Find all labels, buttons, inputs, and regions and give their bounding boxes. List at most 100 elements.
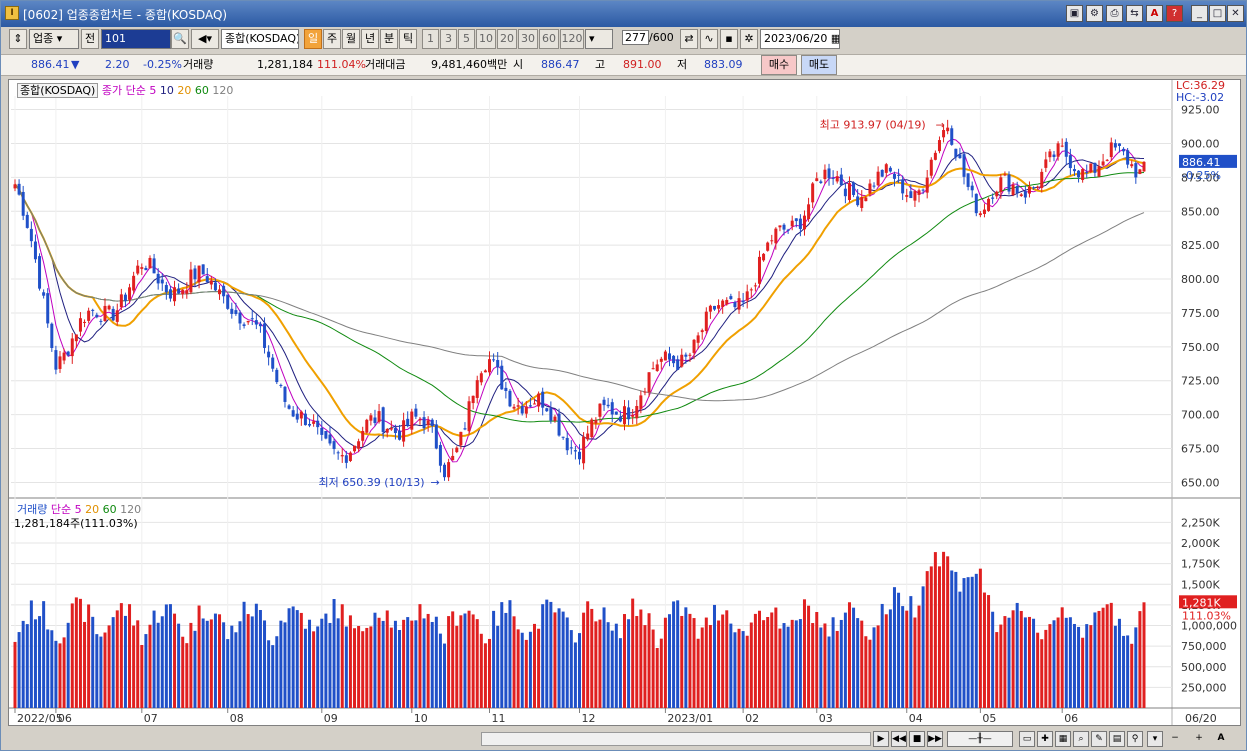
volume-bar: [226, 639, 230, 708]
candle-body: [242, 324, 246, 326]
sell-button[interactable]: 매도: [801, 55, 837, 75]
interval-1[interactable]: 1: [422, 29, 439, 49]
maximize-button[interactable]: □: [1209, 5, 1226, 22]
candle-body: [238, 312, 242, 324]
interval-3[interactable]: 3: [440, 29, 457, 49]
candle-body: [422, 417, 426, 429]
count-field[interactable]: 277/600: [619, 29, 675, 49]
candle-body: [185, 290, 189, 294]
candle-body: [62, 352, 66, 361]
stop-icon[interactable]: ■: [909, 731, 925, 747]
restore-layout-icon[interactable]: ▣: [1066, 5, 1083, 22]
candle-body: [42, 292, 46, 296]
swap-icon[interactable]: ⇄: [680, 29, 698, 49]
volume-bar: [418, 604, 422, 708]
search-zoom-icon[interactable]: ⚲: [1127, 731, 1143, 747]
zoom-reset-icon[interactable]: ▭: [1019, 731, 1035, 747]
settings-icon[interactable]: ⚙: [1086, 5, 1103, 22]
volume-bar: [770, 612, 774, 708]
volume-bar: [312, 631, 316, 708]
volume-bar: [393, 620, 397, 708]
tab-month[interactable]: 월: [342, 29, 360, 49]
volume-bar: [17, 632, 21, 708]
chart-canvas[interactable]: 925.00 900.00 875.00 850.00 825.00 800.00 775.…: [9, 80, 1240, 725]
zoom-in-icon[interactable]: +: [1195, 733, 1203, 743]
volume-bar: [647, 613, 651, 708]
candle-body: [29, 228, 33, 242]
volume-bar: [598, 619, 602, 708]
rewind-icon[interactable]: ◀◀: [891, 731, 907, 747]
tab-week[interactable]: 주: [323, 29, 341, 49]
volume-bar: [774, 607, 778, 708]
zoom-slider[interactable]: —╫—: [947, 731, 1013, 747]
date-field[interactable]: 2023/06/20 ▦: [760, 29, 840, 49]
volume-bar: [610, 630, 614, 708]
tab-year[interactable]: 년: [361, 29, 379, 49]
help-icon[interactable]: ?: [1166, 5, 1183, 22]
link-icon[interactable]: ⇆: [1126, 5, 1143, 22]
interval-5[interactable]: 5: [458, 29, 475, 49]
volume-bar: [725, 610, 729, 708]
search-icon[interactable]: 🔍: [171, 29, 189, 49]
crosshair-icon[interactable]: ✚: [1037, 731, 1053, 747]
zoom-out-icon[interactable]: −: [1171, 733, 1179, 743]
candle-body: [201, 264, 205, 275]
vma-20: 20: [85, 503, 100, 516]
minimize-button[interactable]: _: [1191, 5, 1208, 22]
candle-body: [99, 320, 103, 322]
candle-body: [721, 300, 725, 307]
font-size-icon[interactable]: A: [1217, 733, 1225, 743]
indicator-icon[interactable]: ∿: [700, 29, 718, 49]
candle-body: [1113, 143, 1117, 148]
volume-bar: [46, 629, 50, 708]
forward-icon[interactable]: ▶▶: [927, 731, 943, 747]
tab-minute[interactable]: 분: [380, 29, 398, 49]
interval-120[interactable]: 120: [560, 29, 584, 49]
close-button[interactable]: ✕: [1227, 5, 1244, 22]
interval-30[interactable]: 30: [518, 29, 538, 49]
market-select[interactable]: 업종 ▾: [29, 29, 79, 49]
chart-scrollbar[interactable]: [481, 732, 871, 746]
grid-icon[interactable]: ▦: [1055, 731, 1071, 747]
volume-bar: [614, 623, 618, 708]
interval-60[interactable]: 60: [539, 29, 559, 49]
volume-bar: [316, 626, 320, 708]
pin-icon[interactable]: ⇕: [9, 29, 27, 49]
candle-body: [479, 373, 483, 383]
sound-icon[interactable]: ◀▾: [191, 29, 219, 49]
interval-20[interactable]: 20: [497, 29, 517, 49]
lc-value: LC:36.29: [1176, 79, 1226, 92]
tab-day[interactable]: 일: [304, 29, 322, 49]
volume-bar: [103, 632, 107, 708]
table-icon[interactable]: ▤: [1109, 731, 1125, 747]
search-small-icon[interactable]: ⌕: [1073, 731, 1089, 747]
candle-body: [54, 350, 58, 370]
candle-body: [897, 174, 901, 176]
play-icon[interactable]: ▶: [873, 731, 889, 747]
candle-body: [496, 359, 500, 368]
low-label: 저: [677, 58, 688, 71]
buy-button[interactable]: 매수: [761, 55, 797, 75]
candle-body: [745, 291, 749, 301]
more-icon[interactable]: ▾: [1147, 731, 1163, 747]
volume-bar: [496, 625, 500, 708]
code-input[interactable]: 101: [101, 29, 171, 49]
tab-tick[interactable]: 틱: [399, 29, 417, 49]
print-icon[interactable]: ⎙: [1106, 5, 1123, 22]
volume-tick-label: 750,000: [1181, 640, 1227, 653]
series-name[interactable]: 종합(KOSDAQ): [17, 83, 99, 98]
gear-icon[interactable]: ✲: [740, 29, 758, 49]
font-icon[interactable]: A: [1146, 5, 1163, 22]
interval-10[interactable]: 10: [476, 29, 496, 49]
chart-area[interactable]: 925.00 900.00 875.00 850.00 825.00 800.00 775.…: [8, 79, 1241, 726]
volume-bar: [1064, 617, 1068, 708]
prev-button[interactable]: 전: [81, 29, 99, 49]
title-bar: I [0602] 업종종합차트 - 종합(KOSDAQ) ▣ ⚙ ⎙ ⇆ A ?…: [1, 1, 1246, 27]
draw-icon[interactable]: ✎: [1091, 731, 1107, 747]
ma-5: 5: [149, 84, 157, 97]
save-icon[interactable]: ▪: [720, 29, 738, 49]
candle-body: [835, 176, 839, 182]
interval-input[interactable]: ▾: [585, 29, 613, 49]
candle-body: [308, 423, 312, 426]
volume-bar: [1122, 635, 1126, 708]
